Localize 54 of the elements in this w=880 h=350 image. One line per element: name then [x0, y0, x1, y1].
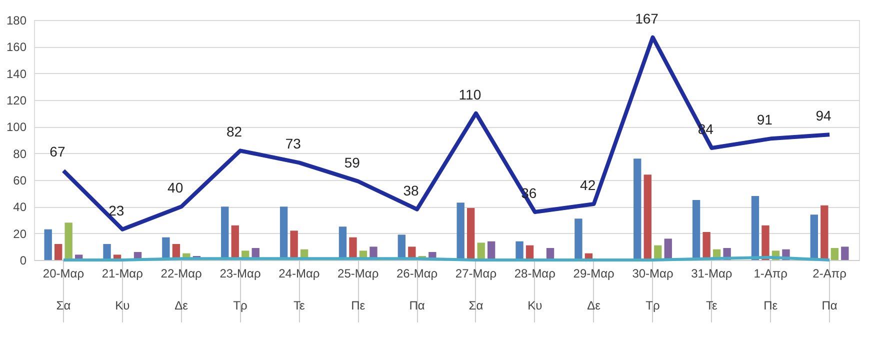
data-label: 67	[50, 144, 66, 160]
y-tick-label: 140	[6, 66, 27, 81]
category-label: 23-Μαρ Τρ	[220, 266, 261, 312]
bar	[634, 158, 642, 260]
data-label: 110	[458, 86, 482, 102]
category-label: 2-Απρ Πα	[812, 266, 846, 312]
bar	[54, 244, 62, 260]
category-label: 30-Μαρ Τρ	[632, 266, 674, 312]
bar	[466, 208, 475, 260]
bar	[810, 214, 818, 260]
data-label: 23	[108, 202, 124, 218]
category-label: 29-Μαρ Δε	[573, 266, 614, 312]
y-tick-label: 100	[6, 120, 27, 134]
category-label: 31-Μαρ Τε	[691, 266, 732, 312]
bar	[44, 229, 52, 260]
y-tick-label: 80	[13, 146, 27, 161]
bar	[820, 205, 828, 260]
category-label: 21-Μαρ Κυ	[102, 266, 143, 312]
category-label: 25-Μαρ Πε	[338, 266, 379, 312]
data-label: 42	[580, 177, 596, 193]
bar	[477, 242, 485, 260]
category-label: 22-Μαρ Δε	[160, 266, 202, 312]
y-tick-label: 40	[13, 200, 27, 214]
category-label: 27-Μαρ Σα	[455, 266, 497, 312]
bar	[692, 200, 700, 260]
bar	[574, 218, 582, 260]
bar	[64, 222, 72, 260]
data-label: 38	[403, 182, 420, 198]
y-tick-label: 20	[13, 226, 27, 241]
bar	[644, 174, 652, 260]
y-tick-label: 160	[6, 40, 27, 54]
bar	[516, 241, 524, 260]
bar	[830, 248, 839, 260]
bar	[762, 225, 770, 260]
category-label: 26-Μαρ Πα	[396, 266, 438, 312]
category-label: 1-Απρ Πε	[754, 266, 788, 312]
bar	[841, 246, 849, 260]
category-label: 28-Μαρ Κυ	[514, 266, 556, 312]
data-label: 73	[285, 136, 302, 152]
bar	[456, 202, 464, 260]
bar	[751, 196, 760, 260]
y-tick-label: 60	[13, 174, 27, 188]
data-label: 94	[816, 108, 832, 124]
data-label: 91	[756, 112, 773, 128]
category-label: 20-Μαρ Σα	[42, 266, 84, 312]
y-tick-label: 120	[6, 94, 27, 108]
category-label: 24-Μαρ Τε	[278, 266, 320, 312]
data-label: 167	[635, 10, 659, 26]
data-label: 40	[168, 180, 184, 196]
y-tick-label: 0	[20, 254, 27, 268]
data-label: 82	[226, 124, 242, 140]
data-label: 59	[344, 154, 360, 170]
y-tick-label: 180	[6, 14, 27, 28]
bar	[103, 244, 111, 260]
